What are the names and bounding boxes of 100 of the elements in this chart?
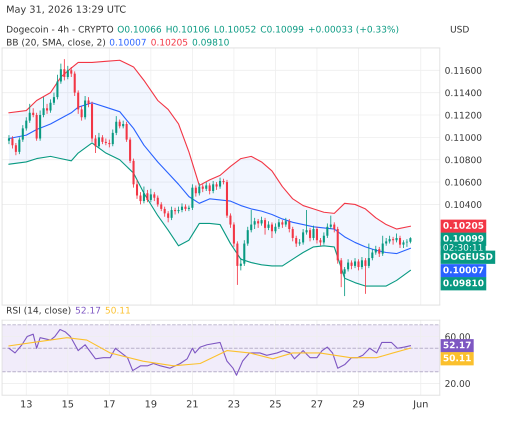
line-series [8,60,411,230]
chart-title: RSI (14, close) [7,306,70,315]
x-tick-label: 15 [62,400,74,408]
candlestick [292,226,294,242]
text: 0.09810 [443,280,484,286]
candlestick [326,223,328,238]
candlestick [212,180,214,194]
candlestick [371,248,374,261]
candlestick [357,258,360,271]
candlestick [229,212,232,228]
x-tick-label: 25 [270,400,281,408]
y-tick-label: 0.11200 [445,112,482,119]
candlestick [312,225,315,241]
candlestick [340,258,342,288]
text: 0.10205 [443,222,484,229]
candlestick [66,65,69,80]
candlestick [240,258,242,271]
candlestick [232,222,235,248]
x-tick-label: 13 [21,400,32,408]
candlestick [112,129,114,147]
text: 50.11 [106,306,130,314]
candlestick [295,235,298,248]
candlestick [236,240,238,286]
text: 0.10007 [110,38,146,46]
y-tick-label: 20.00 [445,380,470,387]
candlestick [129,136,132,164]
candlestick [198,182,200,196]
text: 50.11 [444,354,471,362]
candlestick [167,210,170,223]
candlestick [150,188,152,203]
candlestick [278,218,280,230]
candlestick [139,192,142,205]
candlestick [378,246,380,258]
candlestick [88,96,90,108]
x-tick-label: 27 [311,400,322,408]
candlestick [49,98,52,114]
candlestick [36,112,38,142]
candlestick [146,189,148,203]
candlestick [170,206,173,220]
y-tick-label: 0.11600 [445,67,482,74]
candlestick [250,210,252,233]
candlestick [398,235,402,248]
candlestick [80,106,83,122]
text: O0.10066 [118,26,162,33]
text: 02:30:11 [443,244,483,251]
y-tick-label: 0.10600 [445,178,482,186]
candlestick [347,258,350,272]
candlestick [39,110,42,142]
text: May 31, 2026 13:29 UTC [7,5,126,15]
candlestick [126,121,128,142]
candlestick [74,71,76,96]
text: 0.09810 [192,38,229,46]
candlestick [302,228,304,246]
line-series [8,337,411,366]
candlestick [316,226,318,244]
candlestick [194,185,197,198]
text: 0.10099 [443,235,484,242]
candlestick [364,258,366,294]
x-tick-label: Jun [412,400,428,410]
candlestick [70,66,72,78]
text: L0.10052 [214,26,256,33]
candlestick [333,222,336,233]
candlestick [270,222,274,238]
y-tick-label: 0.10400 [445,201,482,208]
chart-subtitle: BB (20, SMA, close, 2) [7,38,106,47]
candlestick [22,124,24,142]
text: C0.10099 [260,26,304,33]
x-tick-label: 23 [228,400,240,408]
candlestick [360,256,363,270]
candlestick [94,134,97,154]
line-series [8,328,411,376]
candlestick [264,217,266,236]
candlestick [330,215,332,230]
chart-title: Dogecoin - 4h - CRYPTO [7,26,114,34]
candlestick [322,232,325,246]
text: 0.10205 [151,38,188,46]
candlestick [136,179,138,200]
text: DOGEUSD [444,253,492,260]
candlestick [142,186,145,204]
candlestick [11,136,14,149]
candlestick [84,96,86,120]
candlestick [254,217,256,230]
candlestick [14,142,17,156]
candlestick [382,235,384,256]
candlestick [246,226,249,246]
text: 52.17 [444,342,471,348]
candlestick [28,103,31,124]
candlestick [77,90,80,114]
candlestick [288,218,290,233]
candlestick [219,177,222,190]
y-tick-label: 0.10800 [445,156,482,164]
candlestick [368,243,370,269]
y-tick-label: 0.11000 [445,134,482,141]
candlestick [354,258,356,269]
y-tick-label: 0.11400 [445,89,482,96]
candlestick [191,184,194,210]
candlestick [25,116,28,132]
candlestick [309,227,312,242]
candlestick [132,158,135,188]
candlestick [208,182,211,195]
